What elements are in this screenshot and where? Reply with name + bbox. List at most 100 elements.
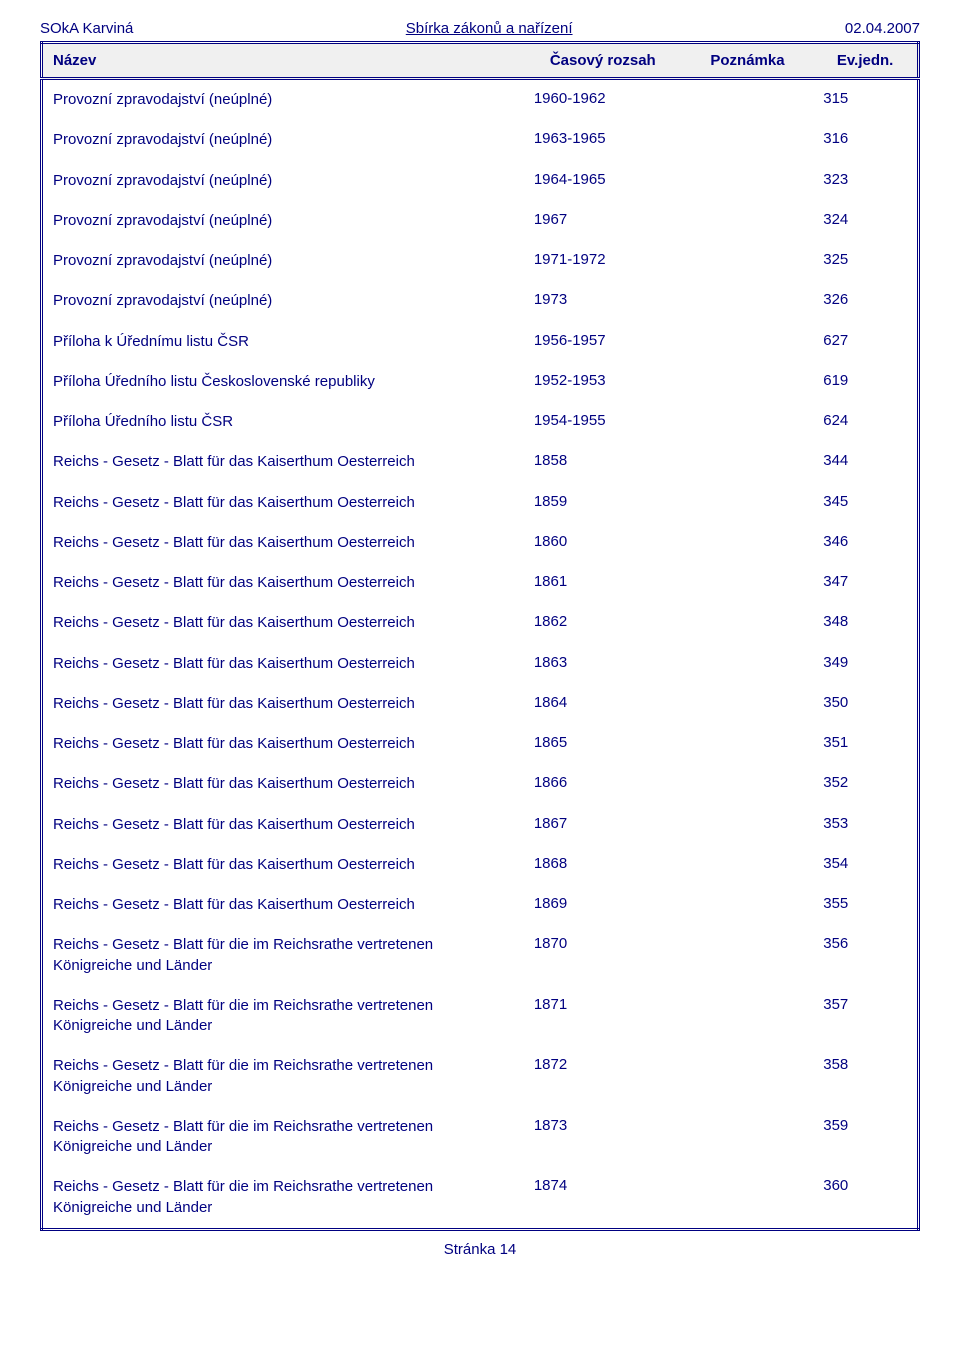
table-row: Reichs - Gesetz - Blatt für das Kaiserth… xyxy=(42,684,919,724)
cell-ev: 353 xyxy=(813,805,918,845)
cell-range: 1859 xyxy=(524,483,682,523)
header-left: SOkA Karviná xyxy=(40,20,133,37)
cell-range: 1868 xyxy=(524,845,682,885)
cell-ev: 352 xyxy=(813,764,918,804)
cell-note xyxy=(682,322,814,362)
table-row: Reichs - Gesetz - Blatt für die im Reich… xyxy=(42,1167,919,1229)
cell-ev: 358 xyxy=(813,1046,918,1107)
table-row: Reichs - Gesetz - Blatt für das Kaiserth… xyxy=(42,764,919,804)
cell-ev: 344 xyxy=(813,442,918,482)
cell-range: 1865 xyxy=(524,724,682,764)
cell-name: Provozní zpravodajství (neúplné) xyxy=(42,201,524,241)
page-header: SOkA Karviná Sbírka zákonů a nařízení 02… xyxy=(40,20,920,37)
table-row: Reichs - Gesetz - Blatt für das Kaiserth… xyxy=(42,845,919,885)
cell-note xyxy=(682,523,814,563)
cell-name: Reichs - Gesetz - Blatt für das Kaiserth… xyxy=(42,644,524,684)
cell-note xyxy=(682,644,814,684)
cell-ev: 315 xyxy=(813,79,918,121)
cell-range: 1871 xyxy=(524,986,682,1047)
cell-name: Příloha Úředního listu Československé re… xyxy=(42,362,524,402)
cell-note xyxy=(682,764,814,804)
cell-name: Reichs - Gesetz - Blatt für die im Reich… xyxy=(42,1046,524,1107)
cell-ev: 323 xyxy=(813,161,918,201)
cell-range: 1870 xyxy=(524,925,682,986)
cell-ev: 355 xyxy=(813,885,918,925)
table-row: Reichs - Gesetz - Blatt für das Kaiserth… xyxy=(42,563,919,603)
table-row: Provozní zpravodajství (neúplné)1973326 xyxy=(42,281,919,321)
cell-ev: 348 xyxy=(813,603,918,643)
cell-note xyxy=(682,241,814,281)
cell-note xyxy=(682,986,814,1047)
cell-note xyxy=(682,120,814,160)
cell-range: 1873 xyxy=(524,1107,682,1168)
table-row: Provozní zpravodajství (neúplné)1963-196… xyxy=(42,120,919,160)
table-row: Reichs - Gesetz - Blatt für das Kaiserth… xyxy=(42,483,919,523)
cell-note xyxy=(682,402,814,442)
cell-range: 1872 xyxy=(524,1046,682,1107)
cell-name: Reichs - Gesetz - Blatt für das Kaiserth… xyxy=(42,442,524,482)
cell-name: Reichs - Gesetz - Blatt für das Kaiserth… xyxy=(42,805,524,845)
cell-name: Reichs - Gesetz - Blatt für das Kaiserth… xyxy=(42,523,524,563)
cell-name: Reichs - Gesetz - Blatt für das Kaiserth… xyxy=(42,764,524,804)
cell-ev: 325 xyxy=(813,241,918,281)
cell-range: 1952-1953 xyxy=(524,362,682,402)
table-row: Provozní zpravodajství (neúplné)1967324 xyxy=(42,201,919,241)
cell-note xyxy=(682,442,814,482)
table-row: Příloha Úředního listu Československé re… xyxy=(42,362,919,402)
cell-note xyxy=(682,201,814,241)
cell-name: Reichs - Gesetz - Blatt für das Kaiserth… xyxy=(42,603,524,643)
cell-note xyxy=(682,483,814,523)
table-row: Provozní zpravodajství (neúplné)1964-196… xyxy=(42,161,919,201)
cell-name: Příloha Úředního listu ČSR xyxy=(42,402,524,442)
cell-name: Reichs - Gesetz - Blatt für das Kaiserth… xyxy=(42,845,524,885)
table-header-row: Název Časový rozsah Poznámka Ev.jedn. xyxy=(42,43,919,79)
cell-note xyxy=(682,845,814,885)
cell-ev: 345 xyxy=(813,483,918,523)
cell-ev: 359 xyxy=(813,1107,918,1168)
cell-ev: 347 xyxy=(813,563,918,603)
table-row: Reichs - Gesetz - Blatt für das Kaiserth… xyxy=(42,644,919,684)
cell-name: Reichs - Gesetz - Blatt für das Kaiserth… xyxy=(42,885,524,925)
cell-range: 1858 xyxy=(524,442,682,482)
cell-ev: 351 xyxy=(813,724,918,764)
table-row: Reichs - Gesetz - Blatt für die im Reich… xyxy=(42,1046,919,1107)
cell-ev: 346 xyxy=(813,523,918,563)
table-row: Reichs - Gesetz - Blatt für das Kaiserth… xyxy=(42,805,919,845)
cell-ev: 326 xyxy=(813,281,918,321)
cell-name: Reichs - Gesetz - Blatt für die im Reich… xyxy=(42,1167,524,1229)
cell-name: Provozní zpravodajství (neúplné) xyxy=(42,120,524,160)
cell-ev: 350 xyxy=(813,684,918,724)
cell-ev: 627 xyxy=(813,322,918,362)
cell-range: 1971-1972 xyxy=(524,241,682,281)
document-page: SOkA Karviná Sbírka zákonů a nařízení 02… xyxy=(0,0,960,1278)
table-row: Reichs - Gesetz - Blatt für das Kaiserth… xyxy=(42,523,919,563)
cell-ev: 624 xyxy=(813,402,918,442)
cell-ev: 619 xyxy=(813,362,918,402)
cell-note xyxy=(682,885,814,925)
cell-range: 1963-1965 xyxy=(524,120,682,160)
cell-note xyxy=(682,563,814,603)
cell-name: Provozní zpravodajství (neúplné) xyxy=(42,161,524,201)
header-center: Sbírka zákonů a nařízení xyxy=(406,20,573,37)
cell-note xyxy=(682,362,814,402)
cell-note xyxy=(682,724,814,764)
table-row: Reichs - Gesetz - Blatt für das Kaiserth… xyxy=(42,442,919,482)
cell-name: Reichs - Gesetz - Blatt für die im Reich… xyxy=(42,1107,524,1168)
cell-name: Reichs - Gesetz - Blatt für das Kaiserth… xyxy=(42,483,524,523)
cell-name: Reichs - Gesetz - Blatt für das Kaiserth… xyxy=(42,724,524,764)
cell-range: 1861 xyxy=(524,563,682,603)
cell-name: Reichs - Gesetz - Blatt für das Kaiserth… xyxy=(42,684,524,724)
col-header-range: Časový rozsah xyxy=(524,43,682,79)
cell-ev: 360 xyxy=(813,1167,918,1229)
cell-ev: 354 xyxy=(813,845,918,885)
cell-ev: 316 xyxy=(813,120,918,160)
cell-range: 1964-1965 xyxy=(524,161,682,201)
cell-range: 1867 xyxy=(524,805,682,845)
table-row: Reichs - Gesetz - Blatt für die im Reich… xyxy=(42,1107,919,1168)
data-table: Název Časový rozsah Poznámka Ev.jedn. Pr… xyxy=(40,41,920,1231)
table-row: Reichs - Gesetz - Blatt für das Kaiserth… xyxy=(42,885,919,925)
cell-range: 1869 xyxy=(524,885,682,925)
cell-name: Provozní zpravodajství (neúplné) xyxy=(42,241,524,281)
cell-range: 1864 xyxy=(524,684,682,724)
cell-ev: 357 xyxy=(813,986,918,1047)
